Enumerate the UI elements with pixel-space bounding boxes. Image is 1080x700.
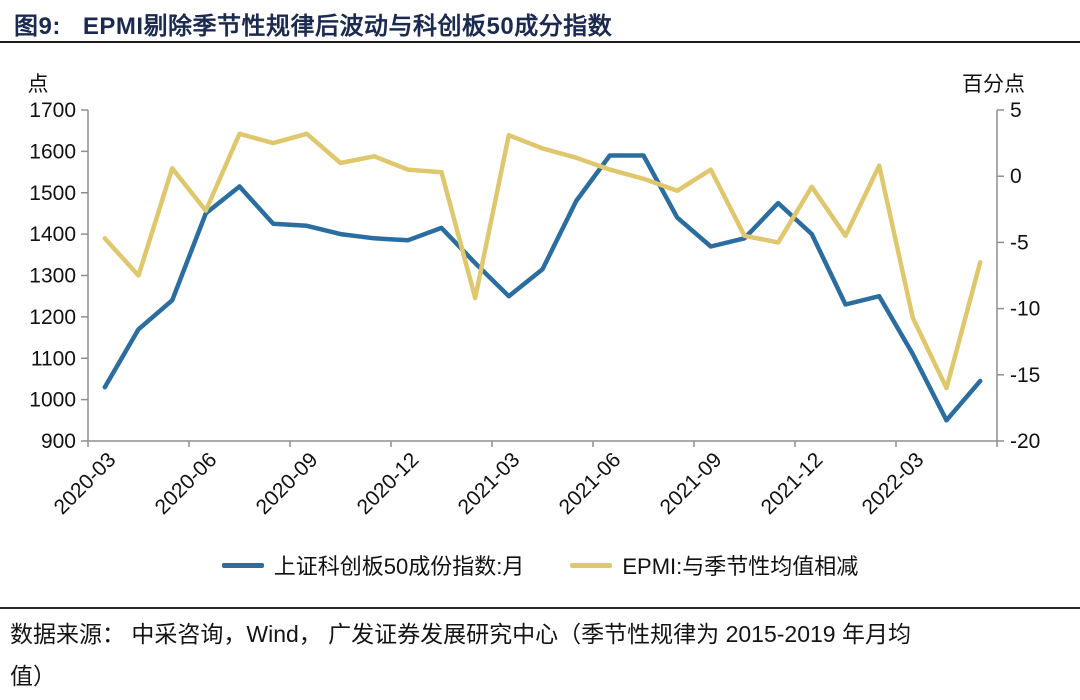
x-tick-label: 2021-03: [454, 448, 525, 519]
left-tick-label: 1200: [29, 306, 76, 329]
left-tick-label: 1700: [29, 99, 76, 122]
x-tick-label: 2020-06: [151, 448, 222, 519]
chart-legend: 上证科创板50成份指数:月 EPMI:与季节性均值相减: [0, 549, 1080, 581]
title-underline: [0, 41, 1080, 43]
x-tick-label: 2020-09: [252, 448, 323, 519]
legend-swatch-blue: [221, 562, 264, 568]
series-line-1: [102, 131, 983, 391]
right-tick-label: 0: [1010, 165, 1022, 188]
legend-label-epmi: EPMI:与季节性均值相减: [622, 554, 859, 579]
x-tick-label: 2021-09: [656, 448, 727, 519]
x-tick-label: 2021-12: [757, 448, 828, 519]
line-chart: 1700 1600 1500 1400 1300 1200 1100 1000 900 5 0 -5 -…: [28, 73, 1041, 519]
left-tick-label: 1400: [29, 223, 76, 246]
legend-label-index: 上证科创板50成份指数:月: [273, 554, 525, 579]
x-tick-label: 2020-03: [50, 448, 121, 519]
figure-number: 图9:: [14, 12, 61, 40]
x-tick-label: 2022-03: [858, 448, 929, 519]
x-tick-label: 2020-12: [353, 448, 424, 519]
figure-title: EPMI剔除季节性规律后波动与科创板50成分指数: [82, 12, 613, 40]
figure-title-bar: 图9: EPMI剔除季节性规律后波动与科创板50成分指数: [14, 6, 612, 40]
data-source-note: 数据来源： 中采咨询，Wind， 广发证券发展研究中心（季节性规律为 2015-…: [10, 621, 911, 689]
axis-frame: [87, 110, 998, 442]
series-line-0: [102, 153, 983, 423]
left-tick-label: 1500: [29, 182, 76, 205]
legend-swatch-yellow: [570, 562, 613, 568]
left-tick-label: 1300: [29, 265, 76, 288]
left-tick-label: 1600: [29, 140, 76, 163]
footer-divider: [0, 607, 1080, 609]
legend-item-index: 上证科创板50成份指数:月: [221, 549, 525, 581]
left-tick-label: 1000: [29, 389, 76, 412]
x-tick-label: 2021-06: [555, 448, 626, 519]
legend-item-epmi: EPMI:与季节性均值相减: [570, 549, 858, 581]
right-axis-unit: 百分点: [962, 73, 1025, 96]
right-tick-label: -15: [1010, 364, 1040, 387]
left-tick-label: 1100: [31, 347, 76, 370]
right-tick-label: 5: [1010, 99, 1022, 122]
right-tick-label: -20: [1010, 430, 1040, 453]
right-tick-label: -10: [1010, 298, 1040, 321]
right-tick-label: -5: [1010, 231, 1029, 254]
left-axis-unit: 点: [28, 73, 49, 96]
left-tick-label: 900: [41, 430, 76, 453]
